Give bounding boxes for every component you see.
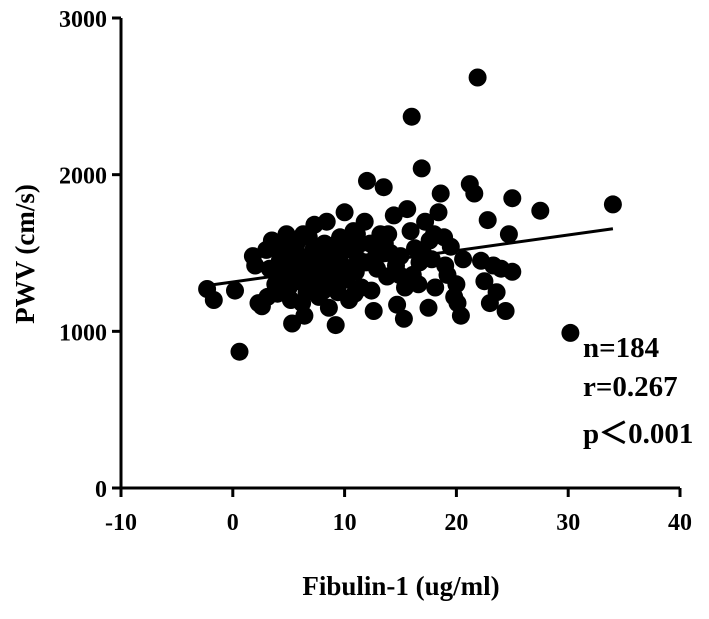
data-point (294, 225, 313, 244)
data-point (314, 281, 333, 300)
data-point (412, 159, 431, 178)
y-tick-label: 1000 (59, 320, 107, 346)
data-point (465, 184, 484, 203)
x-tick-label: 0 (227, 510, 239, 536)
data-point (398, 200, 417, 219)
data-point (451, 306, 470, 325)
data-point (487, 283, 506, 302)
data-point (306, 259, 325, 278)
data-point (499, 225, 518, 244)
data-point (335, 203, 354, 222)
data-point (332, 244, 351, 262)
data-point (326, 316, 345, 335)
data-point (454, 250, 473, 269)
data-point (295, 306, 314, 325)
data-point (503, 262, 522, 281)
data-point (561, 323, 580, 342)
data-point (468, 68, 487, 87)
data-point (226, 281, 244, 300)
data-point (436, 256, 455, 275)
x-tick-label: 40 (668, 510, 692, 536)
data-point (447, 275, 466, 294)
x-tick-label: -10 (105, 510, 137, 536)
data-point (362, 281, 381, 300)
data-point (413, 244, 432, 262)
data-point (503, 189, 522, 208)
data-point (390, 265, 409, 284)
data-point (325, 265, 344, 284)
data-point (402, 107, 421, 126)
data-point (364, 302, 383, 320)
x-tick-label: 10 (333, 510, 357, 536)
x-axis-label: Fibulin-1 (ug/ml) (302, 571, 499, 601)
data-point (419, 298, 438, 317)
data-point (317, 212, 336, 231)
data-point (358, 171, 376, 190)
data-point (426, 278, 445, 297)
y-tick-label: 0 (95, 477, 107, 503)
data-point (394, 309, 413, 328)
data-point (384, 206, 403, 225)
data-point (246, 256, 265, 275)
data-point (374, 178, 393, 197)
stat-p: p＜0.001 (583, 418, 694, 450)
data-point (431, 184, 450, 203)
data-point (496, 302, 515, 320)
data-point (388, 295, 407, 314)
data-point (347, 225, 366, 244)
data-point (276, 240, 295, 259)
y-tick-label: 3000 (59, 7, 107, 33)
x-tick-label: 20 (444, 510, 468, 536)
data-point (531, 201, 550, 220)
data-point (401, 222, 420, 241)
data-point (319, 298, 338, 317)
data-point (230, 342, 249, 361)
data-point (204, 291, 223, 309)
data-point (416, 212, 435, 231)
data-point (280, 262, 299, 281)
stat-r: r=0.267 (583, 371, 678, 403)
y-tick-label: 2000 (59, 164, 107, 190)
y-axis-label: PWV (cm/s) (10, 184, 40, 324)
data-point (375, 234, 394, 253)
regression-line (204, 227, 614, 288)
x-tick-label: 30 (556, 510, 580, 536)
data-point (258, 287, 277, 306)
data-point (603, 195, 622, 214)
data-point (475, 272, 494, 291)
data-point (345, 284, 364, 303)
stat-n: n=184 (583, 332, 660, 364)
axes (112, 16, 682, 497)
data-point (478, 211, 497, 230)
data-point (308, 240, 327, 259)
tick-labels: 0 1000 2000 3000 -10 0 10 20 30 40 (59, 7, 692, 536)
data-point (425, 225, 443, 244)
data-point (429, 203, 448, 222)
data-points (198, 68, 622, 361)
